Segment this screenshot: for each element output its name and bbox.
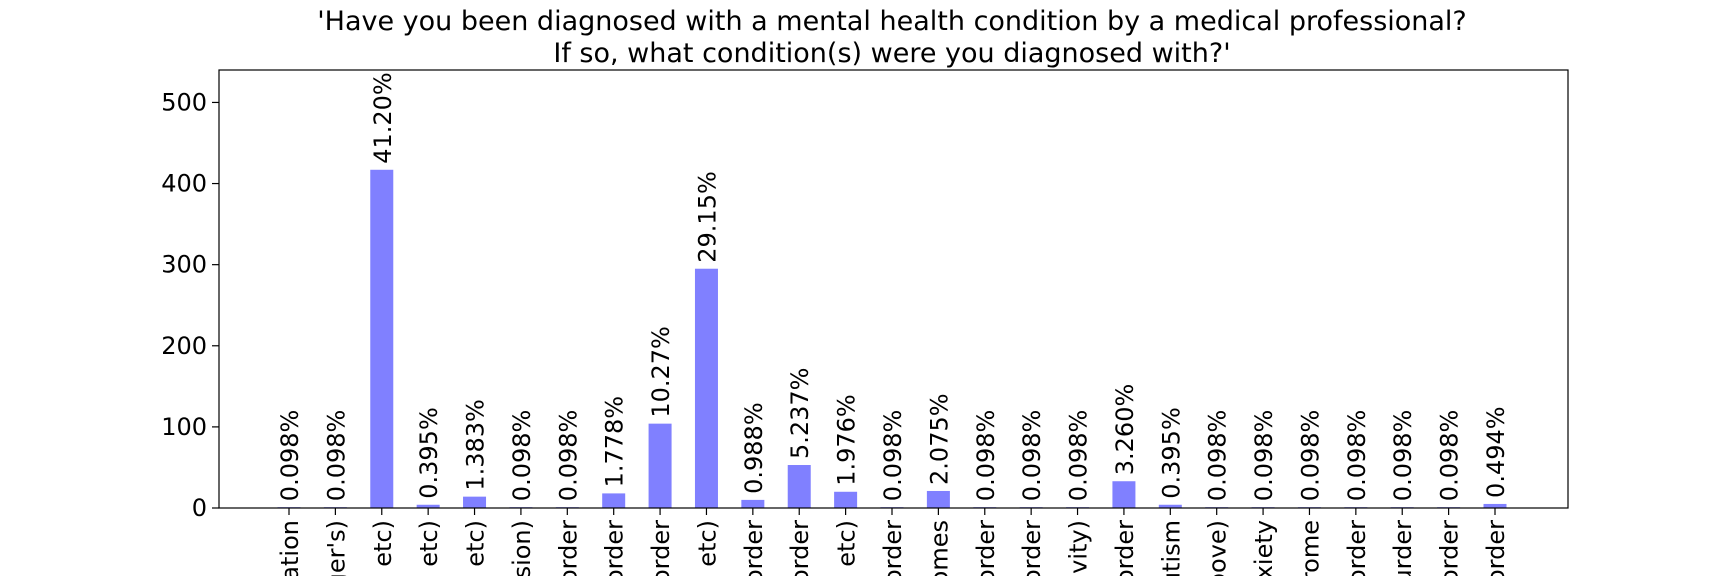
bar xyxy=(741,499,765,508)
data-label: 1.976% xyxy=(833,394,861,486)
x-tick-label: , etc) xyxy=(462,520,490,576)
bar xyxy=(694,268,718,508)
bar xyxy=(787,465,811,508)
data-label: 41.20% xyxy=(369,72,397,164)
x-tick-label: , etc) xyxy=(693,520,721,576)
x-tick-label: , etc) xyxy=(833,520,861,576)
x-tick-label: ger's) xyxy=(322,520,350,576)
bar xyxy=(648,423,672,508)
data-label: 0.395% xyxy=(1157,407,1185,499)
x-tick-label: eation xyxy=(276,520,304,576)
x-tick-label: order xyxy=(1111,520,1139,576)
y-tick-label: 300 xyxy=(161,251,207,279)
data-label: 0.098% xyxy=(508,410,536,502)
y-tick-label: 0 xyxy=(192,494,207,522)
x-tick-label: , etc) xyxy=(369,520,397,576)
x-tick-label: bove) xyxy=(1204,520,1232,576)
x-tick-label: tivity) xyxy=(1065,520,1093,576)
data-label: 0.098% xyxy=(554,410,582,502)
data-label: 0.494% xyxy=(1482,406,1510,498)
y-tick-label: 500 xyxy=(161,88,207,116)
bar xyxy=(463,496,487,508)
data-label: 29.15% xyxy=(693,171,721,263)
data-label: 0.098% xyxy=(972,410,1000,502)
y-tick-label: 100 xyxy=(161,413,207,441)
bar xyxy=(1158,504,1182,508)
y-tick-label: 200 xyxy=(161,332,207,360)
x-tick-label: utism xyxy=(1157,520,1185,576)
x-axis: eation ger's) , etc) , etc) , etc) rsion) orde… xyxy=(276,508,1510,576)
data-label: 0.098% xyxy=(276,410,304,502)
bar xyxy=(370,169,394,508)
x-tick-label: order xyxy=(786,520,814,576)
data-label: 0.098% xyxy=(1018,410,1046,502)
chart-title-line-2: If so, what condition(s) were you diagno… xyxy=(553,38,1230,69)
data-label: 5.237% xyxy=(786,367,814,459)
x-tick-label: rome xyxy=(1296,520,1324,576)
data-label: 0.098% xyxy=(1296,410,1324,502)
bar xyxy=(602,493,626,508)
bars-group: 0.098% 0.098% 41.20% 0.395% 1.383% 0.098% 0.09… xyxy=(276,72,1510,508)
data-label: 0.098% xyxy=(1065,410,1093,502)
x-tick-label: urder xyxy=(1389,520,1417,576)
x-tick-label: order xyxy=(647,520,675,576)
x-tick-label: order xyxy=(1018,520,1046,576)
x-tick-label: rsion) xyxy=(508,520,536,576)
x-tick-label: order xyxy=(554,520,582,576)
chart-title-line-1: 'Have you been diagnosed with a mental h… xyxy=(317,6,1467,37)
data-label: 3.260% xyxy=(1111,384,1139,476)
data-label: 1.383% xyxy=(462,399,490,491)
data-label: 0.098% xyxy=(1389,410,1417,502)
data-label: 1.778% xyxy=(601,396,629,488)
data-label: 0.098% xyxy=(1436,410,1464,502)
data-label: 0.098% xyxy=(1343,410,1371,502)
bar xyxy=(1483,503,1507,508)
data-label: 0.098% xyxy=(322,410,350,502)
bar xyxy=(834,491,858,508)
data-label: 0.988% xyxy=(740,402,768,494)
y-axis: 0 100 200 300 400 500 xyxy=(161,88,219,522)
x-tick-label: order xyxy=(1343,520,1371,576)
x-tick-label: order xyxy=(1482,520,1510,576)
data-label: 0.098% xyxy=(1250,410,1278,502)
y-tick-label: 400 xyxy=(161,170,207,198)
x-tick-label: order xyxy=(601,520,629,576)
x-tick-label: order xyxy=(879,520,907,576)
bar xyxy=(1112,481,1136,508)
data-label: 2.075% xyxy=(925,393,953,485)
data-label: 0.098% xyxy=(879,410,907,502)
bar xyxy=(926,490,950,508)
data-label: 0.395% xyxy=(415,407,443,499)
x-tick-label: , etc) xyxy=(415,520,443,576)
plot-frame xyxy=(218,69,1569,509)
x-tick-label: order xyxy=(740,520,768,576)
data-label: 10.27% xyxy=(647,326,675,418)
x-tick-label: nxiety xyxy=(1250,520,1278,576)
x-tick-label: order xyxy=(972,520,1000,576)
x-tick-label: order xyxy=(1436,520,1464,576)
x-tick-label: omes xyxy=(925,520,953,576)
data-label: 0.098% xyxy=(1204,410,1232,502)
bar xyxy=(416,504,440,508)
